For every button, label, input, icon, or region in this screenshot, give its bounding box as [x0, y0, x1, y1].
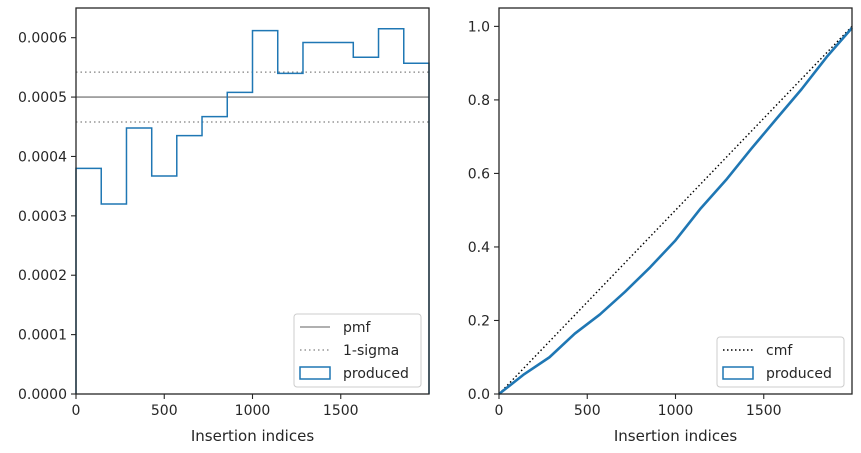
produced-histogram — [75, 28, 430, 394]
y-tick-label: 0.0002 — [18, 268, 67, 284]
x-tick-label: 1500 — [323, 403, 359, 419]
legend-box — [716, 336, 845, 388]
y-tick-label: 0.0003 — [18, 209, 67, 225]
produced-cumulative-line — [498, 26, 853, 396]
legend-produced-label: produced — [343, 366, 409, 382]
legend: pmf 1-sigma produced — [293, 313, 422, 388]
chart-cmf-line: 0 500 1000 1500 0.0 0.2 0.4 0.6 0.8 1.0 Insertion … — [468, 7, 853, 445]
y-tick-label: 0.0000 — [18, 387, 67, 403]
x-tick-label: 1000 — [235, 403, 271, 419]
x-axis-label: Insertion indices — [191, 427, 314, 445]
x-tick-label: 0 — [72, 403, 81, 419]
legend-sigma-label: 1-sigma — [343, 343, 399, 359]
x-tick-label: 500 — [574, 403, 601, 419]
y-tick-label: 1.0 — [468, 19, 490, 35]
legend: cmf produced — [716, 336, 845, 388]
x-tick-label: 0 — [495, 403, 504, 419]
y-tick-label: 0.4 — [468, 240, 490, 256]
legend-cmf-label: cmf — [766, 343, 793, 359]
y-tick-label: 0.2 — [468, 313, 490, 329]
plot-frame — [498, 7, 853, 395]
y-tick-label: 0.0001 — [18, 328, 67, 344]
y-tick-label: 0.0005 — [18, 90, 67, 106]
y-tick-label: 0.0004 — [18, 149, 67, 165]
y-tick-label: 0.8 — [468, 93, 490, 109]
y-tick-label: 0.0 — [468, 387, 490, 403]
legend-produced-swatch — [299, 366, 331, 380]
x-tick-label: 1000 — [658, 403, 694, 419]
legend-box — [293, 313, 422, 388]
x-tick-label: 500 — [151, 403, 178, 419]
y-tick-label: 0.6 — [468, 166, 490, 182]
legend-produced-label: produced — [766, 366, 832, 382]
legend-pmf-label: pmf — [343, 320, 372, 336]
chart-pmf-histogram: 0 500 1000 1500 0.0000 0.0001 0.0002 0.0003 0.00… — [18, 7, 430, 445]
x-axis-label: Insertion indices — [614, 427, 737, 445]
legend-produced-swatch — [722, 366, 754, 380]
x-tick-label: 1500 — [746, 403, 782, 419]
y-tick-label: 0.0006 — [18, 31, 67, 47]
cmf-line — [498, 25, 853, 395]
